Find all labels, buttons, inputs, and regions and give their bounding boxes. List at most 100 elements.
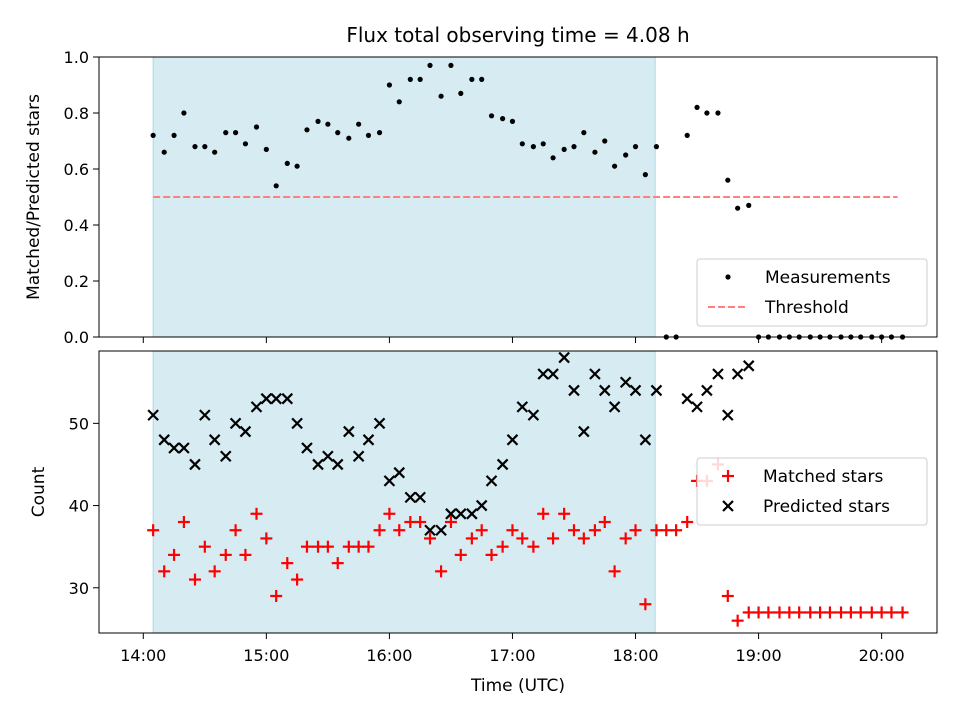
matched-star-point [496,540,509,553]
bottom-y-axis-ticks: 30 40 50 [69,414,99,598]
predicted-stars-points [147,351,755,537]
legend-predicted-marker [722,500,734,512]
predicted-star-point [383,475,396,487]
predicted-star-point [281,392,294,405]
legend-measurements-label: Measurements [765,268,891,288]
x-tick-label: 15:00 [243,646,289,665]
predicted-star-point [475,499,488,512]
legend-matched-marker [722,470,734,482]
top-y-axis-ticks: 0.0 0.2 0.4 0.6 0.8 1.0 [64,48,99,347]
top-x-axis-ticks [142,337,883,343]
matched-star-point [639,598,652,611]
measurement-point [448,62,454,68]
predicted-star-point [352,450,365,463]
measurement-point [315,118,321,124]
y-tick-label: 0.8 [64,104,89,123]
predicted-star-point [158,434,170,446]
matched-star-point [588,524,601,537]
predicted-star-point [270,392,282,405]
predicted-star-point [331,458,344,471]
measurement-point [530,144,536,150]
measurement-point [396,99,402,105]
predicted-star-point [291,417,303,430]
predicted-star-point [589,368,601,380]
predicted-star-point [250,401,263,413]
measurement-point [735,205,741,211]
measurement-point [715,110,721,116]
measurement-point [150,132,156,138]
predicted-star-point [568,384,580,397]
measurement-point [386,82,393,88]
measurement-point [181,110,187,116]
matched-star-point [506,524,519,537]
measurement-point [581,130,587,136]
measurement-point [458,90,464,96]
predicted-star-point [199,409,211,421]
measurement-point [376,130,383,136]
predicted-star-point [547,368,559,380]
matched-star-point [896,606,909,619]
predicted-star-point [466,508,478,520]
measurement-point [161,149,167,155]
predicted-star-point [312,458,324,471]
bottom-legend: Matched stars Predicted stars [696,457,928,526]
x-tick-label: 17:00 [489,646,535,665]
x-tick-label: 16:00 [366,646,412,665]
predicted-star-point [435,524,447,537]
measurement-point [653,144,660,150]
measurement-point [509,118,516,124]
predicted-star-point [445,508,457,520]
predicted-star-point [404,491,417,504]
matched-star-point [537,507,550,520]
matched-star-point [362,540,375,553]
measurement-point [304,127,310,133]
predicted-star-point [578,425,590,438]
matched-star-point [208,565,221,578]
measurement-point [325,121,331,127]
measurement-point [623,152,629,158]
matched-star-point [168,548,181,561]
matched-star-point [291,573,304,586]
chart-title: Flux total observing time = 4.08 h [346,23,689,47]
measurement-point [192,144,198,150]
top-y-axis-label: Matched/Predicted stars [24,94,44,300]
measurement-point [202,144,208,150]
predicted-star-point [506,434,519,446]
y-tick-label: 0.0 [64,328,89,347]
matched-star-point [516,532,529,545]
matched-star-point [823,606,836,619]
matched-star-point [393,524,406,537]
matched-star-point [158,565,171,578]
matched-star-point [527,540,540,553]
top-legend-box [696,258,928,327]
predicted-star-point [650,384,663,397]
predicted-star-point [239,425,252,438]
matched-star-point [239,548,252,561]
predicted-star-point [731,368,744,380]
measurement-point [242,141,249,147]
matched-star-point [198,540,211,553]
measurement-point [632,144,639,150]
measurement-point [407,76,413,82]
matched-stars-points [147,458,909,627]
y-tick-label: 0.6 [64,160,89,179]
matched-star-point [670,524,683,537]
measurement-point [746,202,752,208]
matched-star-point [250,507,263,520]
predicted-star-point [373,417,386,430]
matched-star-point [383,507,396,520]
x-tick-label: 14:00 [120,646,166,665]
predicted-star-point [393,466,406,479]
observing-span-shade [152,350,656,634]
matched-star-point [485,548,498,561]
matched-star-point [854,606,867,619]
matched-star-point [567,524,580,537]
measurement-point [356,121,362,127]
measurement-point [469,76,475,82]
matched-star-point [762,606,775,619]
matched-star-point [793,606,806,619]
predicted-star-point [260,392,273,405]
bottom-x-axis-ticks: 14:00 15:00 16:00 17:00 18:00 19:00 20:00 [120,633,905,665]
matched-star-point [629,524,642,537]
x-axis-label: Time (UTC) [470,676,565,696]
